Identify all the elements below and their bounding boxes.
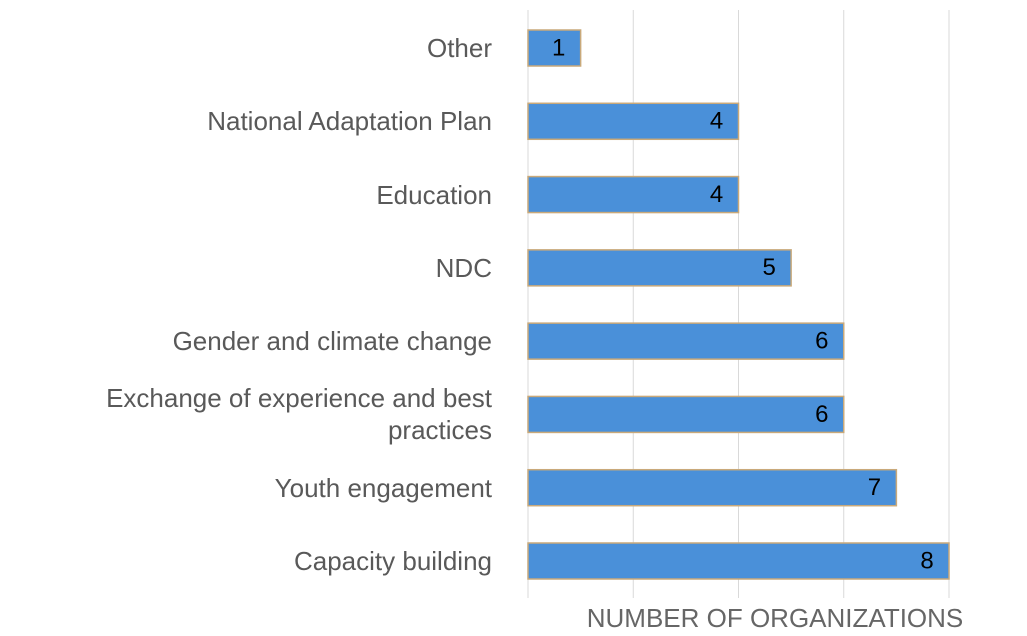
value-label: 1 — [552, 34, 565, 61]
y-tick-label: Exchange of experience and best practice… — [106, 383, 492, 446]
bar — [527, 468, 898, 507]
bar — [527, 29, 582, 67]
y-tick-label: Youth engagement — [274, 472, 492, 503]
value-label: 6 — [815, 327, 828, 354]
y-tick-label: Education — [376, 179, 492, 210]
value-label: 8 — [920, 547, 933, 574]
y-tick-label: Other — [426, 33, 492, 63]
y-tick-label: Gender and climate change — [172, 326, 492, 357]
value-label: 6 — [815, 401, 828, 428]
bar — [527, 102, 740, 141]
value-label: 7 — [868, 474, 881, 501]
x-axis-title: NUMBER OF ORGANIZATIONS — [587, 603, 964, 633]
bar — [527, 175, 740, 214]
bar — [527, 249, 792, 287]
y-tick-label: National Adaptation Plan — [207, 106, 492, 137]
y-tick-label: NDC — [435, 252, 492, 283]
value-label: 4 — [710, 108, 723, 135]
bar — [527, 322, 845, 360]
bar — [527, 542, 950, 580]
value-label: 4 — [710, 181, 723, 208]
bar — [527, 395, 845, 434]
y-tick-label: Capacity building — [293, 546, 492, 576]
value-label: 5 — [762, 254, 775, 281]
